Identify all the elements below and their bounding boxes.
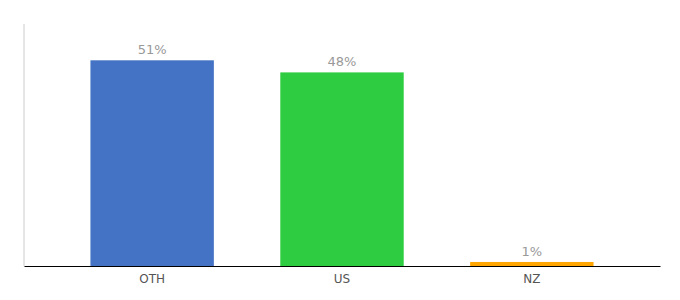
bar <box>90 60 213 266</box>
x-tick-label: NZ <box>523 272 540 286</box>
bars <box>90 60 593 266</box>
data-label: 1% <box>522 244 543 259</box>
x-axis: OTH US NZ <box>25 267 661 286</box>
bar <box>280 72 403 266</box>
chart-container: OTH US NZ 51% 48% 1% <box>0 0 680 300</box>
y-axis-line <box>24 24 25 266</box>
x-tick-label: OTH <box>139 272 165 286</box>
bar <box>470 262 593 266</box>
plot-area: OTH US NZ 51% 48% 1% <box>24 24 661 286</box>
y-axis <box>24 24 25 266</box>
x-tick: US <box>334 272 350 286</box>
x-tick-label: US <box>334 272 350 286</box>
x-axis-line <box>25 266 661 267</box>
x-tick: NZ <box>523 272 540 286</box>
data-label: 51% <box>138 42 167 57</box>
data-label: 48% <box>328 54 357 69</box>
data-labels: 51% 48% 1% <box>138 42 542 259</box>
x-tick: OTH <box>139 272 165 286</box>
chart-svg: OTH US NZ 51% 48% 1% <box>0 0 680 300</box>
